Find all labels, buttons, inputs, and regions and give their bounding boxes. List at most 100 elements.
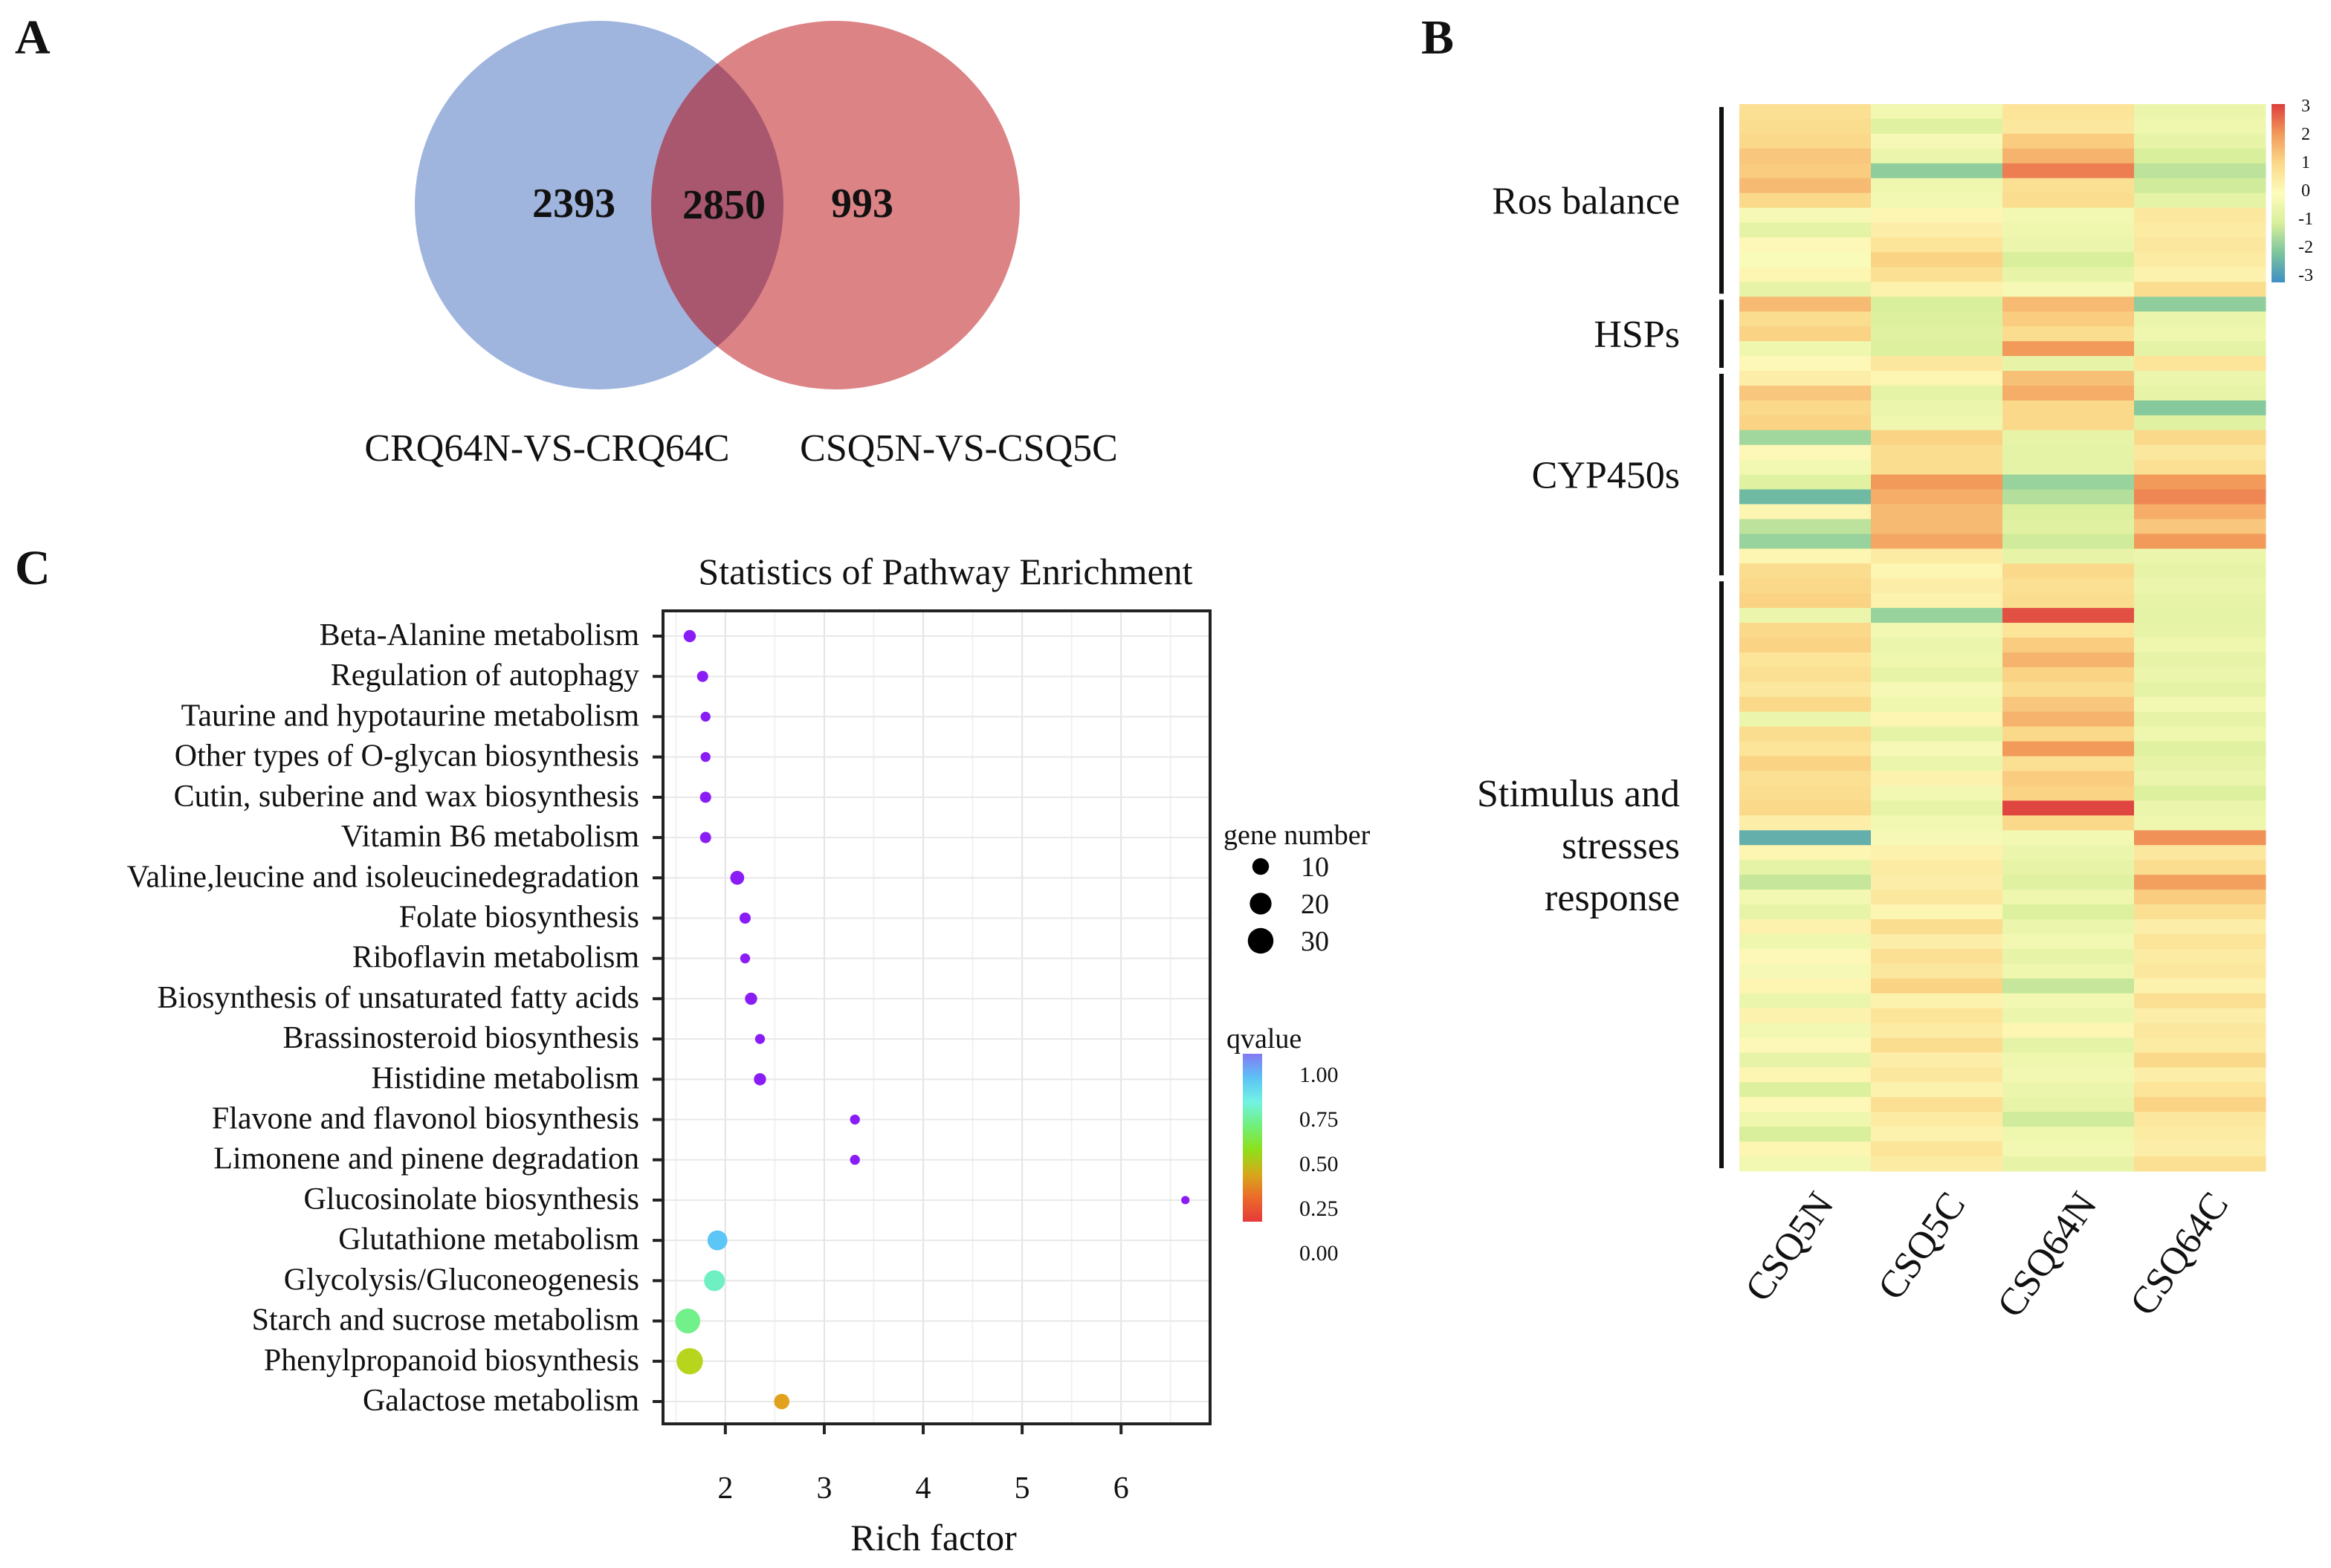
heatmap-cell [2002,519,2135,534]
heatmap-cell [2134,548,2266,564]
heatmap-cell [2002,711,2135,728]
heatmap-cell [1739,785,1872,801]
heatmap-cell [2002,800,2135,816]
heatmap-cell [2002,578,2135,594]
heatmap-cell [2134,504,2266,519]
heatmap-cell [2002,207,2135,224]
heatmap-cell [2002,860,2135,875]
heatmap-cell [2134,297,2266,312]
heatmap-cell [1739,978,1872,994]
heatmap-cell [2134,638,2266,653]
heatmap-cell [2134,118,2266,135]
venn-count-right: 993 [831,181,893,227]
heatmap-cell [1871,815,2003,831]
heatmap-cell [2134,1067,2266,1083]
heatmap-cell [2134,1156,2266,1172]
size-legend-label: 10 [1301,852,1329,883]
heatmap-cell [1871,1141,2003,1157]
y-tick-label: Limonene and pinene degradation [213,1142,639,1176]
y-tick-label: Glutathione metabolism [338,1222,639,1257]
heatmap-cell [1871,104,2003,120]
heatmap-cell [1871,371,2003,386]
heatmap-cell [1739,178,1872,194]
y-tick-label: Folate biosynthesis [399,900,639,934]
heatmap-cell [1739,356,1872,372]
y-tick-label: Galactose metabolism [363,1384,639,1418]
heatmap-cell [1871,890,2003,905]
heatmap-cell [1871,459,2003,476]
heatmap-cell [2134,459,2266,476]
heatmap-cell [1739,430,1872,446]
heatmap-cell [2002,489,2135,505]
heatmap-cell [2002,1023,2135,1038]
heatmap-cell [1739,593,1872,609]
heatmap-cell [1739,860,1872,875]
heatmap-cell [2134,696,2266,713]
heatmap-cell [2134,623,2266,638]
heatmap-cell [1871,1156,2003,1172]
heatmap-cell [2134,1097,2266,1112]
heatmap-cell [2002,756,2135,771]
heatmap-cell [1871,963,2003,979]
heatmap-cell [2002,104,2135,120]
heatmap-cell [2134,400,2266,416]
heatmap-cell [1739,993,1872,1009]
heatmap-cell [2134,1127,2266,1142]
heatmap-cell [2002,830,2135,846]
venn-set-label-left: CRQ64N-VS-CRQ64C [364,427,729,470]
heatmap-cell [1739,726,1872,742]
heatmap-cell [2134,875,2266,890]
heatmap-cell [1739,1141,1872,1157]
heatmap-cell [2002,222,2135,238]
heatmap-cell [2134,933,2266,950]
heatmap-cell [1739,444,1872,461]
data-point [699,832,711,843]
heatmap-cell [1871,282,2003,297]
heatmap-cell [2134,1023,2266,1038]
heatmap-cell [1739,489,1872,505]
heatmap-cell [2134,1082,2266,1098]
heatmap-cell [1871,563,2003,579]
heatmap-cell [1871,1037,2003,1053]
y-tick-label: Biosynthesis of unsaturated fatty acids [157,981,639,1015]
heatmap-cell [2002,563,2135,579]
data-point [1181,1196,1190,1205]
heatmap-cell [1871,652,2003,668]
heatmap-cell [1871,756,2003,771]
heatmap-cell [1871,667,2003,683]
heatmap-cell [2002,948,2135,965]
venn-set-label-right: CSQ5N-VS-CSQ5C [800,427,1118,470]
heatmap-cell [1871,623,2003,638]
heatmap-cell [1739,919,1872,935]
heatmap-cell [2002,1112,2135,1127]
heatmap-cell [2002,297,2135,312]
heatmap-cell [2134,919,2266,935]
heatmap-cell [1871,948,2003,965]
group-label: CYP450s [1532,455,1680,497]
heatmap-cell [2134,1008,2266,1024]
panel-label-b: B [1421,10,1454,65]
heatmap-cell [1739,1127,1872,1142]
heatmap-cell [2134,267,2266,282]
size-legend-dot [1249,892,1272,915]
data-point [675,1308,701,1334]
heatmap-cell [1739,741,1872,757]
heatmap-cell [2134,578,2266,594]
group-label: Stimulus and [1477,773,1680,815]
heatmap-cell [1739,237,1872,253]
y-tick-label: Other types of O-glycan biosynthesis [175,739,639,774]
heatmap-cell [1739,608,1872,623]
heatmap-cell [2002,623,2135,638]
heatmap-cell [2134,133,2266,149]
heatmap-cell [2002,667,2135,683]
heatmap-cell [1871,504,2003,519]
data-point [700,711,711,722]
heatmap-cell [2002,845,2135,861]
heatmap-cell [1739,948,1872,965]
y-tick-label: Taurine and hypotaurine metabolism [181,699,640,733]
heatmap-cell [1739,696,1872,713]
heatmap-cell [1871,519,2003,534]
color-legend-title: qvalue [1226,1023,1302,1054]
heatmap-cell [1739,118,1872,135]
